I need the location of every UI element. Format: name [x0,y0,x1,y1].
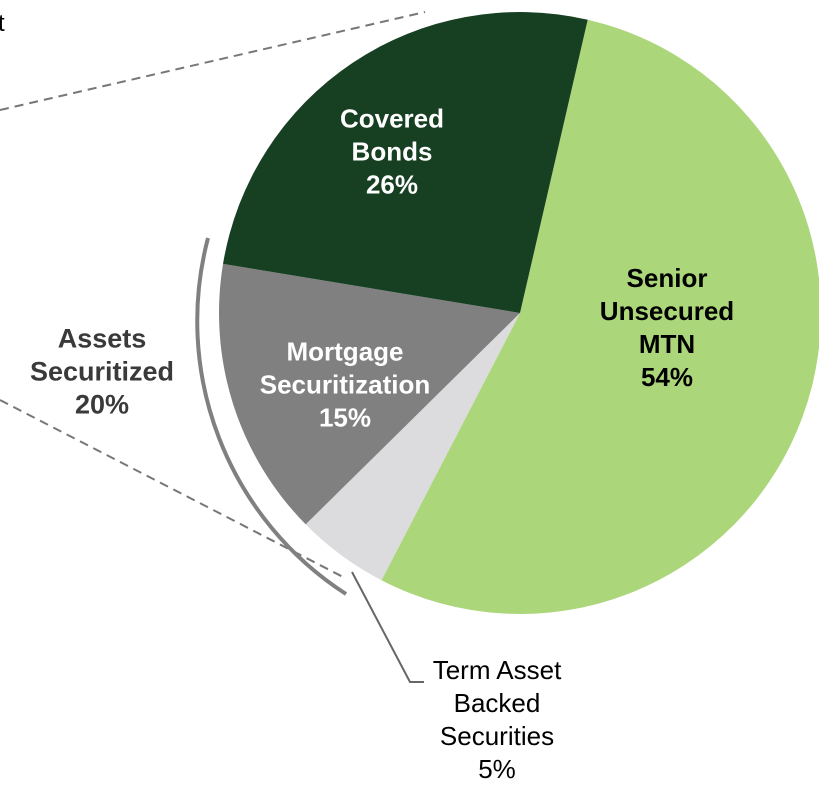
value-label: 5% [478,754,516,784]
annotation: t [0,10,5,37]
pie-slice [223,12,588,313]
dashed-line [0,11,426,111]
slice-label: Mortgage Securitization 15% [260,336,430,435]
bracket [195,237,348,596]
slice-label: Covered Bonds 26% [340,103,444,202]
value-label: 15% [318,402,372,433]
annotation: Assets Securitized 20% [29,323,175,420]
value-label: 26% [365,169,419,200]
slice-label: Term Asset Backed Securities 5% [433,654,562,785]
pie-slice [219,263,520,525]
pie-slice [381,19,819,615]
category-label: Term Asset Backed Securities [432,655,562,751]
pie-slice [305,313,520,581]
category-label: Mortgage Securitization [259,336,431,400]
pie [219,12,819,615]
slice-label: Senior Unsecured MTN 54% [600,262,734,394]
leader-line [351,571,424,683]
category-label: Senior Unsecured MTN [599,263,735,359]
value-label: 54% [640,362,694,392]
category-label: Covered Bonds [339,103,445,167]
